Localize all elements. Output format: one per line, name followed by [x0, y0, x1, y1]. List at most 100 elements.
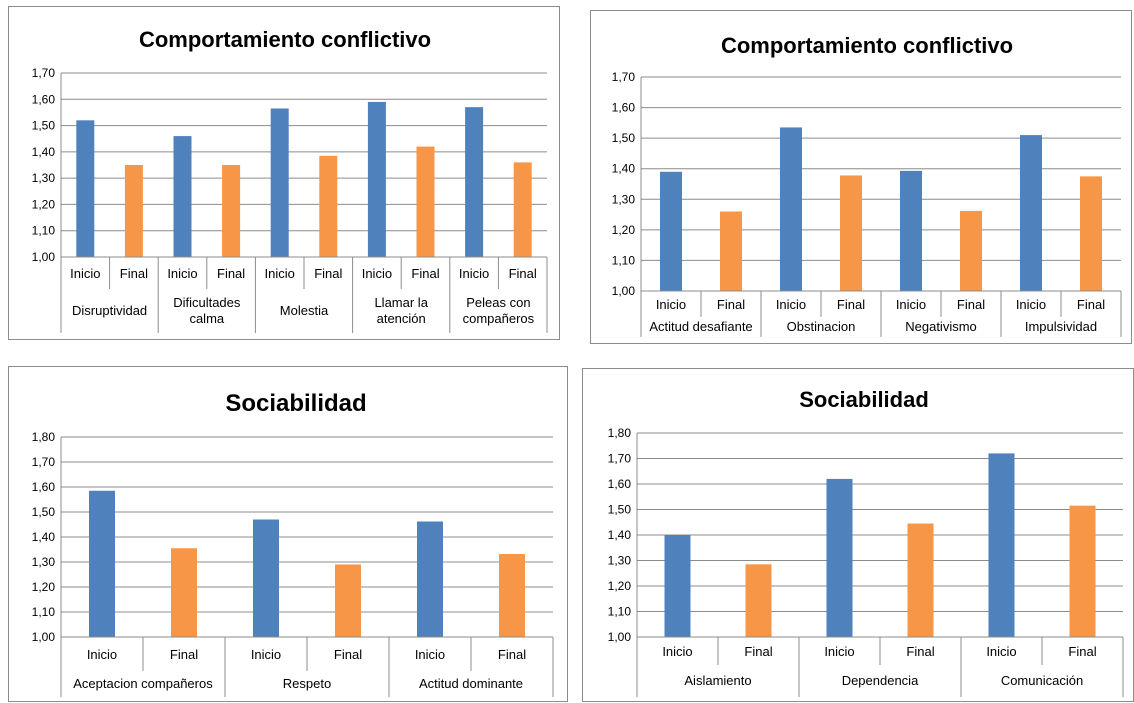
group-label: Actitud dominante	[419, 676, 523, 691]
category-label: Final	[314, 266, 342, 281]
y-tick-label: 1,80	[608, 426, 632, 440]
y-tick-label: 1,50	[608, 503, 632, 517]
y-tick-label: 1,00	[612, 284, 636, 298]
bar-final	[1069, 505, 1096, 637]
category-label: Inicio	[1016, 297, 1046, 312]
chart-svg-conflict-1: Comportamiento conflictivo 1,00 1,10 1,20 1…	[32, 27, 548, 333]
chart-title: Sociabilidad	[799, 387, 929, 412]
bar-inicio	[1020, 135, 1042, 291]
category-label: Final	[744, 644, 772, 659]
bar-final	[222, 165, 241, 257]
category-label: Final	[906, 644, 934, 659]
bar-inicio	[173, 136, 192, 257]
bar-inicio	[253, 519, 279, 637]
category-label: Final	[509, 266, 537, 281]
category-label: Inicio	[415, 647, 445, 662]
bar-final	[171, 548, 197, 637]
y-tick-label: 1,00	[32, 250, 56, 264]
category-label: Inicio	[167, 266, 197, 281]
category-label: Final	[1077, 297, 1105, 312]
chart-panel-conflict-2: Comportamiento conflictivo 1,00 1,10 1,20 1…	[590, 10, 1132, 344]
group-label: Aislamiento	[684, 673, 751, 688]
y-tick-label: 1,80	[32, 430, 56, 444]
y-tick-label: 1,70	[612, 70, 636, 84]
bar-inicio	[89, 490, 115, 637]
y-tick-label: 1,60	[612, 101, 636, 115]
chart-panel-conflict-1: Comportamiento conflictivo 1,00 1,10 1,20 1…	[8, 6, 560, 340]
group-label: Obstinacion	[787, 319, 856, 334]
y-tick-label: 1,10	[608, 605, 632, 619]
bar-inicio	[270, 108, 289, 257]
group-label: atención	[377, 311, 426, 326]
category-label: Final	[411, 266, 439, 281]
group-label: Impulsividad	[1025, 319, 1097, 334]
category-label: Final	[498, 647, 526, 662]
category-label: Inicio	[251, 647, 281, 662]
group-label: Dificultades	[173, 295, 241, 310]
category-label: Final	[1068, 644, 1096, 659]
y-tick-label: 1,00	[608, 630, 632, 644]
bar-final	[416, 146, 435, 257]
chart-title: Sociabilidad	[225, 390, 366, 417]
category-label: Inicio	[70, 266, 100, 281]
group-label: Aceptacion compañeros	[73, 676, 213, 691]
category-label: Final	[717, 297, 745, 312]
bar-final	[513, 162, 532, 257]
category-label: Inicio	[362, 266, 392, 281]
bar-final	[840, 175, 862, 291]
category-label: Inicio	[662, 644, 692, 659]
y-tick-label: 1,60	[32, 480, 56, 494]
category-label: Inicio	[87, 647, 117, 662]
y-tick-label: 1,50	[32, 505, 56, 519]
y-tick-label: 1,10	[612, 253, 636, 267]
y-tick-label: 1,40	[612, 162, 636, 176]
y-tick-label: 1,00	[32, 630, 56, 644]
bar-final	[319, 155, 338, 257]
y-tick-label: 1,70	[32, 455, 56, 469]
y-tick-label: 1,20	[608, 579, 632, 593]
category-label: Inicio	[776, 297, 806, 312]
y-tick-label: 1,50	[32, 119, 56, 133]
bar-final	[745, 564, 772, 637]
group-label: compañeros	[463, 311, 535, 326]
chart-title: Comportamiento conflictivo	[721, 33, 1013, 58]
bar-final	[960, 210, 982, 291]
y-tick-label: 1,60	[608, 477, 632, 491]
group-label: Respeto	[283, 676, 331, 691]
group-label: Peleas con	[466, 295, 530, 310]
category-label: Inicio	[656, 297, 686, 312]
bar-final	[907, 523, 934, 637]
bar-inicio	[367, 101, 386, 258]
group-label: Negativismo	[905, 319, 977, 334]
bar-inicio	[988, 453, 1015, 637]
y-tick-label: 1,40	[608, 528, 632, 542]
y-tick-label: 1,10	[32, 605, 56, 619]
bar-final	[335, 564, 361, 637]
group-label: Comunicación	[1001, 673, 1083, 688]
group-label: Disruptividad	[72, 303, 147, 318]
category-label: Final	[120, 266, 148, 281]
group-label: Llamar la	[374, 295, 428, 310]
category-label: Final	[217, 266, 245, 281]
y-tick-label: 1,10	[32, 224, 56, 238]
chart-panel-sociability-2: Sociabilidad 1,00 1,10 1,20 1,30 1,40 1,50 1,6…	[582, 368, 1134, 702]
bar-inicio	[900, 170, 922, 291]
bar-inicio	[826, 478, 853, 637]
category-label: Final	[334, 647, 362, 662]
chart-panel-sociability-1: Sociabilidad 1,00 1,10 1,20 1,30 1,40 1,50 1,6…	[8, 366, 568, 702]
y-tick-label: 1,30	[608, 554, 632, 568]
y-tick-label: 1,40	[32, 530, 56, 544]
bar-final	[720, 211, 742, 291]
category-label: Final	[170, 647, 198, 662]
chart-svg-sociability-1: Sociabilidad 1,00 1,10 1,20 1,30 1,40 1,50 1,6…	[32, 390, 554, 697]
chart-svg-conflict-2: Comportamiento conflictivo 1,00 1,10 1,20 1…	[612, 33, 1122, 337]
bar-inicio	[76, 120, 95, 257]
y-tick-label: 1,40	[32, 145, 56, 159]
y-tick-label: 1,70	[32, 66, 56, 80]
group-label: calma	[189, 311, 224, 326]
bar-inicio	[780, 127, 802, 291]
bar-inicio	[465, 107, 484, 258]
y-tick-label: 1,20	[32, 197, 56, 211]
y-tick-label: 1,30	[32, 171, 56, 185]
y-tick-label: 1,50	[612, 131, 636, 145]
